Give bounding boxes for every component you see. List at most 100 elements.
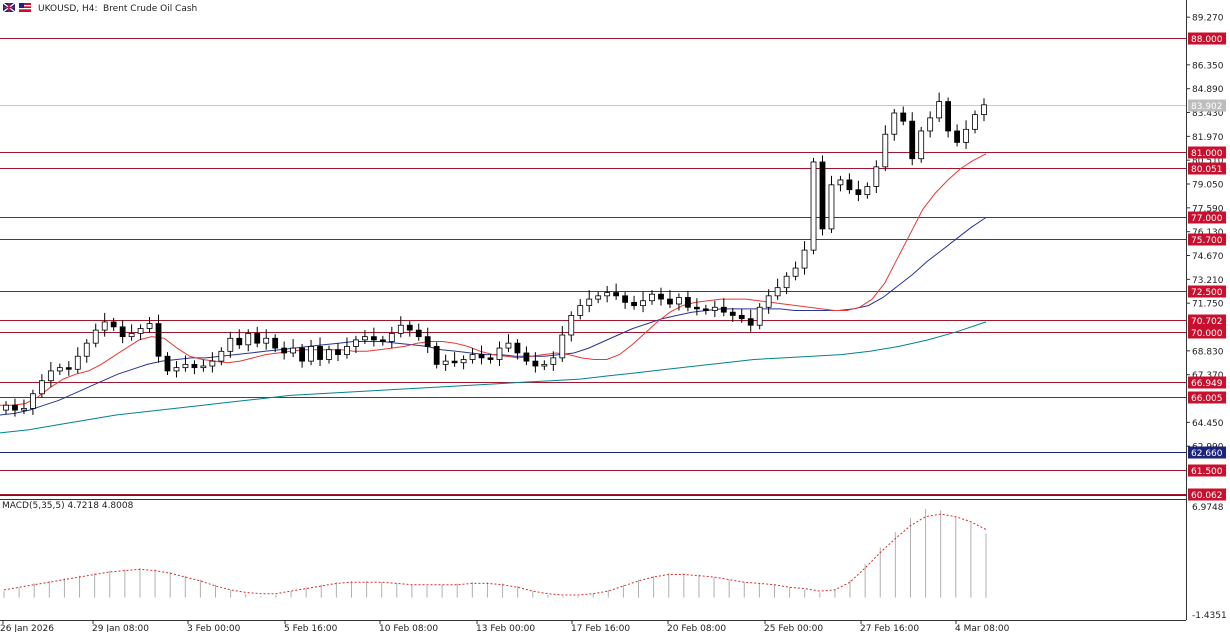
current-price-label: 83.902 [1191,102,1223,112]
candle-83 [747,309,754,332]
current-price-tag [1188,99,1226,112]
candle-58 [523,346,530,366]
candle-body-53 [478,354,485,359]
candle-102 [918,126,925,163]
candle-body-10 [92,329,99,344]
candle-8 [74,347,81,374]
level-tag-6 [1188,314,1226,327]
candle-36 [326,345,332,364]
candle-body-22 [200,365,207,369]
candle-body-51 [460,359,467,364]
level-tag-10 [1188,446,1226,459]
macd-tick-label-1: -1.4351 [1192,611,1227,621]
level-tag-8 [1188,376,1226,389]
candle-90 [810,157,817,255]
candle-28 [254,326,261,348]
candle-body-76 [685,297,691,308]
candle-body-23 [209,360,216,367]
candle-43 [388,326,395,349]
price-tick-label-12: 68.830 [1192,347,1224,357]
candle-body-8 [74,355,81,370]
candle-body-95 [855,189,862,196]
candle-body-105 [945,101,952,132]
macd-pane: MACD(5,35,5) 4.7218 4.8008 6.9748 -1.4351 [2,501,1227,621]
candle-108 [972,110,978,134]
price-tick-label-1: 86.350 [1192,61,1224,71]
candle-7 [65,361,72,376]
candle-5 [47,361,54,388]
candle-body-46 [415,329,422,338]
candle-68 [613,283,620,300]
candle-body-102 [918,130,925,160]
time-tick-label-1: 29 Jan 08:00 [92,624,149,632]
candle-12 [110,317,117,331]
candle-46 [415,323,422,341]
header: UKOUSD, H4: Brent Crude Oil Cash [2,2,197,14]
time-tick-label-0: 26 Jan 2026 [0,624,54,632]
candle-body-106 [954,130,960,143]
candle-body-87 [783,275,790,289]
candle-body-39 [353,339,359,347]
time-tick-label-8: 25 Feb 00:00 [764,624,823,632]
candle-body-54 [487,357,494,360]
time-tick-label-9: 27 Feb 16:00 [860,624,919,632]
time-tick-label-10: 4 Mar 08:00 [955,624,1010,632]
candle-48 [433,342,440,369]
candle-101 [909,112,916,166]
candle-93 [837,175,844,192]
horizontal-levels [0,38,1186,495]
candle-100 [900,106,907,126]
flag-us-icon [19,3,31,12]
candle-11 [101,312,108,337]
candle-body-14 [128,332,135,338]
candle-body-88 [792,267,799,277]
candle-body-62 [559,334,566,359]
candle-89 [801,241,808,275]
candle-body-97 [873,166,880,187]
candle-body-41 [370,336,377,341]
price-tick-label-2: 84.890 [1192,85,1224,95]
price-tick-label-5: 80.510 [1192,157,1224,167]
candle-18 [164,352,171,375]
candle-55 [496,341,503,367]
price-tick-label-7: 77.590 [1192,204,1224,214]
candle-44 [397,316,404,338]
candle-10 [92,323,99,348]
candle-body-36 [326,349,332,360]
candle-109 [981,98,987,122]
candle-body-5 [47,370,54,382]
level-tag-label-10: 62.660 [1191,449,1223,459]
candle-64 [577,299,584,320]
moving-averages [0,153,987,434]
candle-body-99 [891,112,898,135]
candle-body-49 [442,360,449,365]
candle-0 [3,401,9,415]
candle-body-69 [622,295,629,303]
candle-body-70 [631,301,637,307]
candle-body-57 [514,342,521,354]
candle-body-61 [550,357,557,365]
candle-body-16 [146,323,153,329]
candle-9 [83,339,90,363]
candle-20 [182,355,189,372]
macd-label: MACD(5,35,5) 4.7218 4.8008 [2,501,134,511]
candle-29 [263,329,270,350]
candle-80 [720,298,727,317]
price-tick-label-8: 76.130 [1192,228,1224,238]
candle-66 [595,291,602,304]
price-tick-label-4: 81.970 [1192,133,1224,143]
candle-99 [891,108,898,141]
candle-21 [191,360,198,375]
candle-body-27 [245,332,252,346]
candle-103 [927,111,934,138]
macd-tick-label-0: 6.9748 [1192,503,1224,513]
candle-body-103 [927,117,934,132]
candle-85 [765,289,772,314]
candle-40 [361,330,368,344]
candle-88 [792,261,799,281]
candle-body-7 [65,367,72,370]
candle-98 [882,125,889,171]
flag-uk-icon [2,2,16,13]
candle-body-1 [12,404,18,411]
